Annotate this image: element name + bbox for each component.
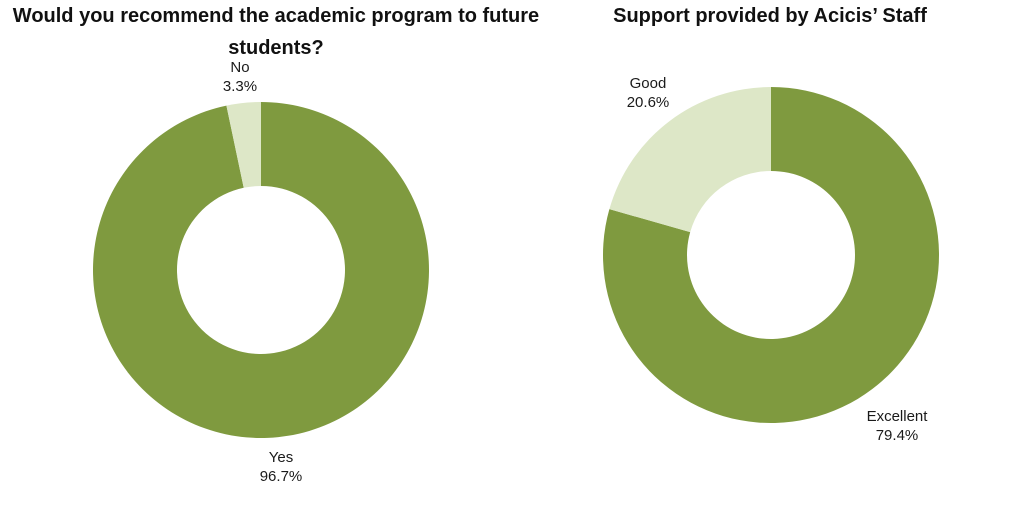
slice-value-no: 3.3%	[223, 78, 257, 95]
slice-label-good: Good	[630, 75, 667, 92]
donut-slice-good	[609, 87, 771, 233]
donut-slice-no	[226, 102, 261, 188]
slice-label-yes: Yes	[269, 449, 293, 466]
donut-slice-yes	[92, 102, 430, 439]
slice-label-excellent: Excellent	[867, 408, 929, 425]
slice-value-good: 20.6%	[627, 94, 670, 111]
slice-value-excellent: 79.4%	[876, 427, 919, 444]
chart-title-recommend: Would you recommend the academic program…	[12, 5, 540, 59]
donut-slice-excellent	[603, 87, 940, 423]
slice-value-yes: 96.7%	[260, 468, 303, 485]
chart-title-support: Support provided by Acicis’ Staff	[613, 5, 927, 27]
slice-label-no: No	[230, 59, 249, 76]
donut-chart-recommend: Yes 96.7% No 3.3%	[92, 59, 430, 485]
donut-chart-support: Excellent 79.4% Good 20.6%	[603, 75, 940, 444]
